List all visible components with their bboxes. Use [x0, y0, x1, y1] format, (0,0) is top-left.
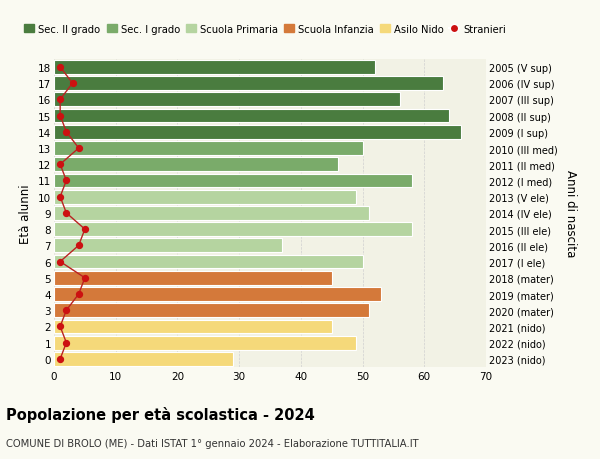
- Bar: [54, 336, 356, 350]
- Bar: [54, 142, 362, 156]
- Bar: [54, 158, 338, 172]
- Point: [62, 307, 71, 314]
- Bar: [54, 207, 369, 220]
- Bar: [54, 77, 443, 91]
- Point: [55, 258, 65, 266]
- Point: [74, 242, 83, 250]
- Bar: [54, 352, 233, 366]
- Bar: [54, 271, 332, 285]
- Bar: [54, 109, 449, 123]
- Point: [55, 64, 65, 72]
- Bar: [54, 320, 332, 334]
- Point: [80, 226, 89, 233]
- Bar: [54, 61, 375, 75]
- Bar: [54, 93, 400, 107]
- Text: COMUNE DI BROLO (ME) - Dati ISTAT 1° gennaio 2024 - Elaborazione TUTTITALIA.IT: COMUNE DI BROLO (ME) - Dati ISTAT 1° gen…: [6, 438, 419, 448]
- Point: [62, 339, 71, 347]
- Point: [68, 80, 77, 88]
- Point: [55, 355, 65, 363]
- Y-axis label: Età alunni: Età alunni: [19, 184, 32, 243]
- Point: [55, 323, 65, 330]
- Point: [55, 194, 65, 201]
- Bar: [54, 239, 283, 253]
- Point: [62, 177, 71, 185]
- Point: [74, 291, 83, 298]
- Bar: [54, 126, 461, 140]
- Point: [62, 210, 71, 217]
- Point: [62, 129, 71, 136]
- Bar: [54, 223, 412, 236]
- Bar: [54, 190, 356, 204]
- Point: [55, 96, 65, 104]
- Text: Popolazione per età scolastica - 2024: Popolazione per età scolastica - 2024: [6, 406, 315, 422]
- Legend: Sec. II grado, Sec. I grado, Scuola Primaria, Scuola Infanzia, Asilo Nido, Stran: Sec. II grado, Sec. I grado, Scuola Prim…: [25, 25, 506, 35]
- Bar: [54, 174, 412, 188]
- Y-axis label: Anni di nascita: Anni di nascita: [564, 170, 577, 257]
- Bar: [54, 287, 381, 301]
- Point: [80, 274, 89, 282]
- Point: [74, 145, 83, 152]
- Point: [55, 112, 65, 120]
- Point: [55, 161, 65, 168]
- Bar: [54, 304, 369, 318]
- Bar: [54, 255, 362, 269]
